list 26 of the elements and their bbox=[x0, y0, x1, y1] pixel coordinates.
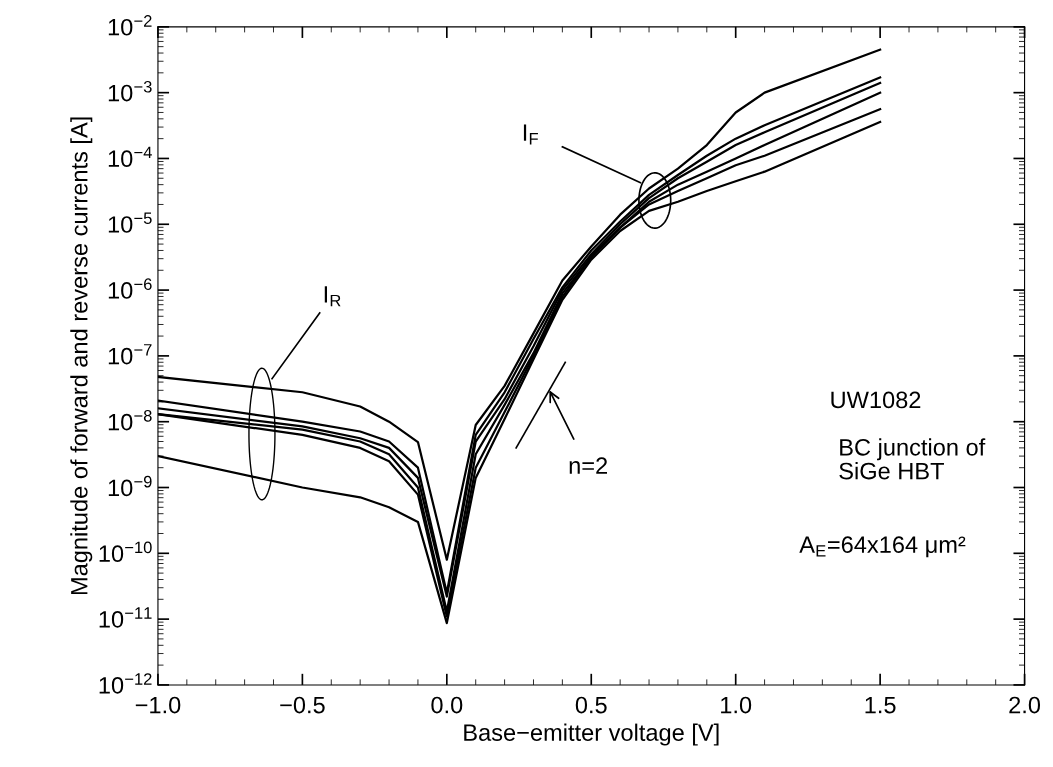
y-tick-label: 10$^{−2}$ bbox=[108, 15, 152, 36]
y-tick-label: 10$^{−3}$ bbox=[108, 80, 152, 102]
y-tick-label: 10$^{−4}$ bbox=[108, 146, 152, 168]
annotation: n=2 bbox=[569, 457, 608, 474]
annotation: UW1082 bbox=[831, 391, 921, 409]
y-axis-title: Magnitude of forward and reverse currents [A] bbox=[70, 117, 93, 595]
y-tick-label: 10$^{−8}$ bbox=[108, 409, 152, 431]
annotation: A$_{E}$=64x164 μm² bbox=[799, 536, 966, 558]
annotation: BC junction of SiGe HBT bbox=[839, 438, 986, 480]
x-tick-label: 0.0 bbox=[431, 696, 463, 714]
x-tick-label: 1.5 bbox=[865, 696, 896, 714]
x-tick-label: −1.0 bbox=[135, 696, 181, 714]
y-tick-label: 10$^{−11}$ bbox=[99, 607, 152, 628]
x-tick-label: 1.0 bbox=[721, 696, 752, 714]
y-tick-label: 10$^{−7}$ bbox=[108, 344, 152, 365]
y-tick-label: 10$^{−12}$ bbox=[99, 673, 152, 694]
y-tick-label: 10$^{−5}$ bbox=[108, 212, 152, 233]
y-tick-label: 10$^{−9}$ bbox=[108, 475, 152, 497]
annotation: I$_{R}$ bbox=[324, 286, 341, 307]
y-tick-label: 10$^{−6}$ bbox=[108, 278, 152, 299]
y-tick-label: 10$^{−10}$ bbox=[99, 541, 152, 563]
x-tick-label: 2.0 bbox=[1009, 696, 1041, 714]
x-tick-label: 0.5 bbox=[575, 696, 607, 714]
x-tick-label: −0.5 bbox=[280, 696, 325, 714]
x-axis-title: Base−emitter voltage [V] bbox=[464, 723, 719, 746]
annotation: I$_{F}$ bbox=[523, 124, 538, 145]
